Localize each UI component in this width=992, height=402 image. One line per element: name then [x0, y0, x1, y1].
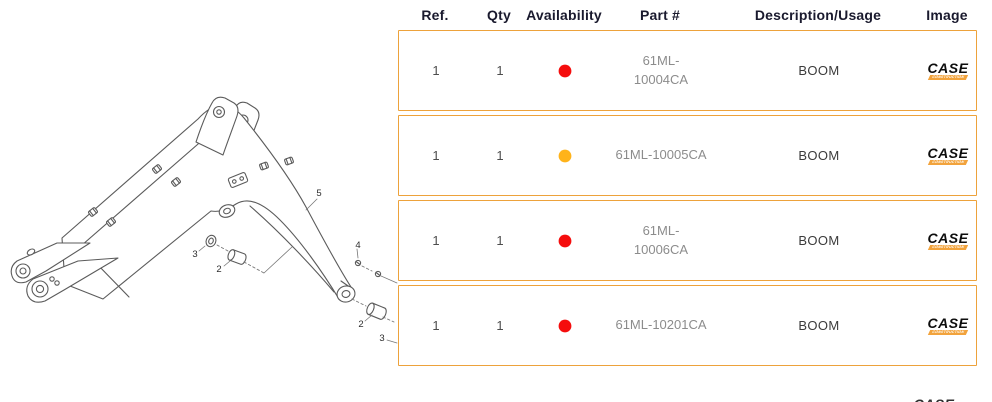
case-logo: CASE CONSTRUCTION — [924, 231, 972, 250]
ref-value: 1 — [432, 148, 440, 163]
case-logo-word: CASE — [927, 145, 969, 161]
availability-dot-icon — [558, 149, 572, 162]
case-logo-word: CASE — [908, 397, 960, 402]
col-header-qty: Qty — [487, 7, 511, 23]
part-number[interactable]: 61ML- 10004CA — [633, 52, 689, 87]
case-logo-word: CASE — [927, 230, 969, 246]
assembly-dashed-lines — [216, 244, 395, 323]
elbow-boss — [218, 204, 236, 218]
availability-status — [527, 234, 603, 248]
availability-dot-icon — [558, 319, 572, 332]
availability-status — [527, 319, 603, 333]
part-image[interactable]: CASE CONSTRUCTION — [919, 231, 977, 250]
tip-boss — [336, 285, 356, 303]
availability-status — [527, 149, 603, 163]
part-description: BOOM — [798, 233, 840, 248]
boom-foot-lug-front — [26, 257, 119, 303]
case-logo: CASE CONSTRUCTION — [924, 146, 972, 165]
callout-2-lower: 2 — [358, 319, 363, 330]
callout-4: 4 — [355, 240, 360, 251]
plug-parts — [354, 259, 382, 278]
col-header-availability: Availability — [526, 7, 602, 23]
case-logo-construction-bar: CONSTRUCTION — [927, 330, 969, 335]
ring-part — [205, 234, 217, 248]
part-description: BOOM — [798, 63, 840, 78]
case-logo-word: CASE — [927, 60, 969, 76]
part-description: BOOM — [798, 148, 840, 163]
qty-value: 1 — [496, 148, 504, 163]
col-header-part: Part # — [639, 7, 681, 23]
table-row[interactable]: 1 1 61ML- 10006CA BOOM CASE CONSTRUCTION — [398, 200, 977, 281]
availability-dot-icon — [558, 234, 572, 247]
part-description: BOOM — [798, 318, 840, 333]
case-logo: CASE CONSTRUCTION — [924, 61, 972, 80]
table-row[interactable]: 1 1 61ML- 10004CA BOOM CASE CONSTRUCTION — [398, 30, 977, 111]
col-header-description: Description/Usage — [754, 7, 882, 23]
part-number[interactable]: 61ML- 10006CA — [633, 222, 689, 257]
case-logo-word: CASE — [927, 315, 969, 331]
callout-3-lower: 3 — [379, 333, 384, 344]
ref-value: 1 — [432, 318, 440, 333]
availability-dot-icon — [558, 64, 572, 77]
ref-value: 1 — [432, 233, 440, 248]
boom-foot-lug-rear — [10, 242, 91, 284]
hose-clips — [88, 156, 294, 227]
partial-case-logo: CASE — [908, 397, 960, 402]
case-logo: CASE CONSTRUCTION — [924, 316, 972, 335]
ref-value: 1 — [432, 63, 440, 78]
case-logo-construction-bar: CONSTRUCTION — [927, 245, 969, 250]
parts-table: Ref. Qty Availability Part # Description… — [398, 0, 977, 370]
bushing-part-upper — [227, 249, 247, 265]
part-number[interactable]: 61ML-10201CA — [615, 317, 707, 333]
boom-exploded-diagram: 5 3 2 4 2 3 — [0, 0, 400, 402]
table-row[interactable]: 1 1 61ML-10201CA BOOM CASE CONSTRUCTION — [398, 285, 977, 366]
availability-status — [527, 64, 603, 78]
part-image[interactable]: CASE CONSTRUCTION — [919, 316, 977, 335]
callout-5: 5 — [316, 188, 321, 199]
callout-2-upper: 2 — [216, 264, 221, 275]
callout-leader-lines — [198, 198, 398, 344]
parts-table-header: Ref. Qty Availability Part # Description… — [398, 0, 977, 30]
qty-value: 1 — [496, 233, 504, 248]
table-row[interactable]: 1 1 61ML-10005CA BOOM CASE CONSTRUCTION — [398, 115, 977, 196]
bushing-part-lower — [366, 302, 387, 320]
case-logo-construction-bar: CONSTRUCTION — [927, 160, 969, 165]
callout-labels: 5 3 2 4 2 3 — [192, 188, 384, 344]
qty-value: 1 — [496, 318, 504, 333]
qty-value: 1 — [496, 63, 504, 78]
col-header-image: Image — [926, 7, 968, 23]
boom-diagram-drawing: 5 3 2 4 2 3 — [10, 96, 398, 344]
case-logo-construction-bar: CONSTRUCTION — [927, 75, 969, 80]
boom-bracket-front — [195, 96, 239, 156]
part-image[interactable]: CASE CONSTRUCTION — [919, 146, 977, 165]
part-number[interactable]: 61ML-10005CA — [615, 147, 707, 163]
callout-3-upper: 3 — [192, 249, 197, 260]
col-header-ref: Ref. — [421, 7, 449, 23]
part-image[interactable]: CASE CONSTRUCTION — [919, 61, 977, 80]
